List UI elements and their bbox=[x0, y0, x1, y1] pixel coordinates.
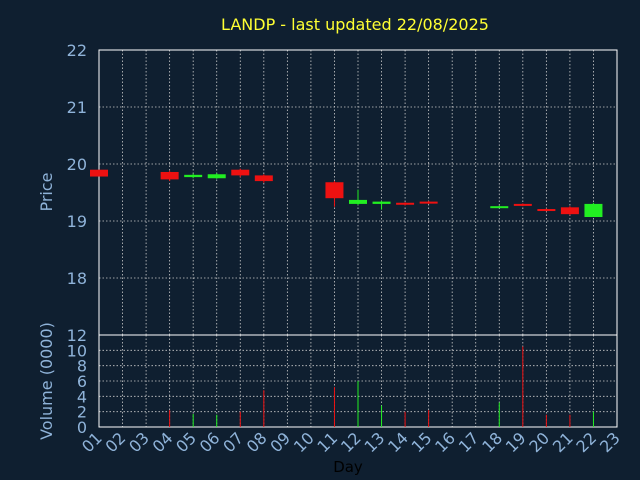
x-tick-label: 23 bbox=[596, 428, 624, 456]
volume-tick-label: 6 bbox=[77, 372, 87, 391]
candle-body bbox=[325, 182, 344, 199]
price-tick-label: 21 bbox=[67, 98, 87, 117]
price-tick-label: 18 bbox=[67, 269, 87, 288]
candle-body bbox=[90, 169, 108, 177]
candle-body bbox=[419, 201, 438, 204]
candle-body bbox=[537, 209, 556, 212]
price-tick-label: 22 bbox=[67, 41, 87, 60]
candle-body bbox=[349, 199, 367, 204]
x-axis-title: Day bbox=[333, 458, 363, 476]
candle-body bbox=[254, 175, 273, 182]
candle-body bbox=[372, 201, 391, 204]
price-panel: 18 19 20 21 22 bbox=[67, 41, 618, 336]
candle-body bbox=[396, 202, 415, 205]
candle-body bbox=[231, 169, 250, 176]
volume-tick-label: 2 bbox=[77, 403, 87, 422]
x-axis-ticks: 0102030405060708091011121314151617181920… bbox=[78, 428, 624, 456]
candle-body bbox=[584, 203, 603, 218]
price-tick-label: 19 bbox=[67, 212, 87, 231]
candle-body bbox=[184, 174, 203, 178]
candle-body bbox=[513, 203, 532, 206]
chart-title: LANDP - last updated 22/08/2025 bbox=[221, 15, 489, 34]
candle-body bbox=[560, 207, 579, 215]
volume-tick-label: 10 bbox=[67, 341, 87, 360]
price-tick-label: 20 bbox=[67, 155, 87, 174]
price-axis-title: Price bbox=[37, 172, 56, 211]
candle-body bbox=[207, 174, 226, 179]
candle-body bbox=[490, 206, 509, 209]
volume-tick-label: 12 bbox=[67, 326, 87, 345]
volume-axis-title: Volume (0000) bbox=[37, 322, 56, 440]
volume-tick-label: 8 bbox=[77, 357, 87, 376]
volume-tick-label: 0 bbox=[77, 418, 87, 437]
candle-body bbox=[160, 171, 179, 180]
volume-tick-label: 4 bbox=[77, 387, 87, 406]
